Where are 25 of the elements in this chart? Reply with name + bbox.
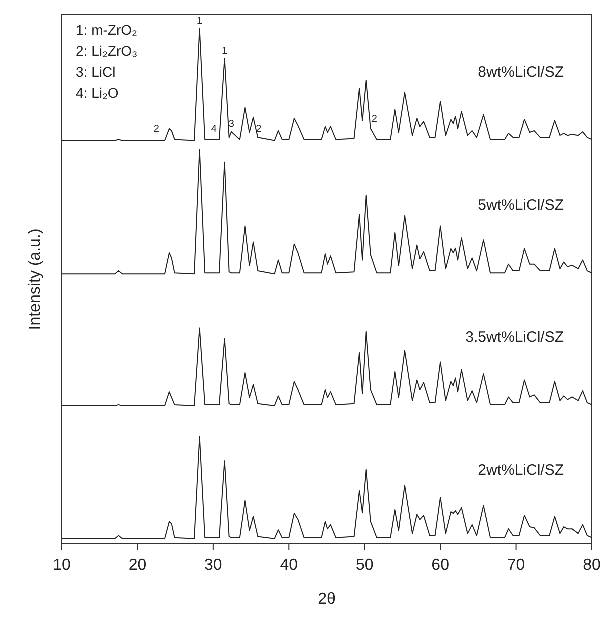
series-label: 5wt%LiCl/SZ xyxy=(478,197,564,214)
x-tick-label: 20 xyxy=(128,557,147,574)
series-label: 3.5wt%LiCl/SZ xyxy=(466,328,564,346)
x-tick-label: 50 xyxy=(356,557,374,574)
annotation: 2 xyxy=(372,114,378,125)
annotation: 2 xyxy=(154,124,160,136)
text: 8wt%LiCl/SZ xyxy=(478,64,564,81)
x-tick-label: 30 xyxy=(204,557,222,574)
x-tick-label: 40 xyxy=(280,557,298,574)
x-axis-title: 2θ xyxy=(318,591,336,608)
y-axis-title: Intensity (a.u.) xyxy=(27,228,44,330)
x-tick-label: 80 xyxy=(583,557,601,574)
annotation: 2 xyxy=(256,124,262,136)
annotation: 3: LiCl xyxy=(76,64,116,80)
annotation: 1: m-ZrO₂ xyxy=(76,22,138,38)
x-tick-label: 70 xyxy=(507,557,526,574)
annotation: 3 xyxy=(228,119,235,130)
x-tick-label: 60 xyxy=(432,557,450,574)
annotation: 4 xyxy=(211,124,218,136)
annotation: 2: Li₂ZrO₃ xyxy=(76,43,138,59)
series-label: 2wt%LiCl/SZ xyxy=(478,462,564,479)
x-tick-label: 10 xyxy=(53,557,71,574)
annotation: 4: Li₂O xyxy=(76,85,119,101)
annotation: 1 xyxy=(222,46,228,57)
annotation: 1 xyxy=(197,16,204,27)
